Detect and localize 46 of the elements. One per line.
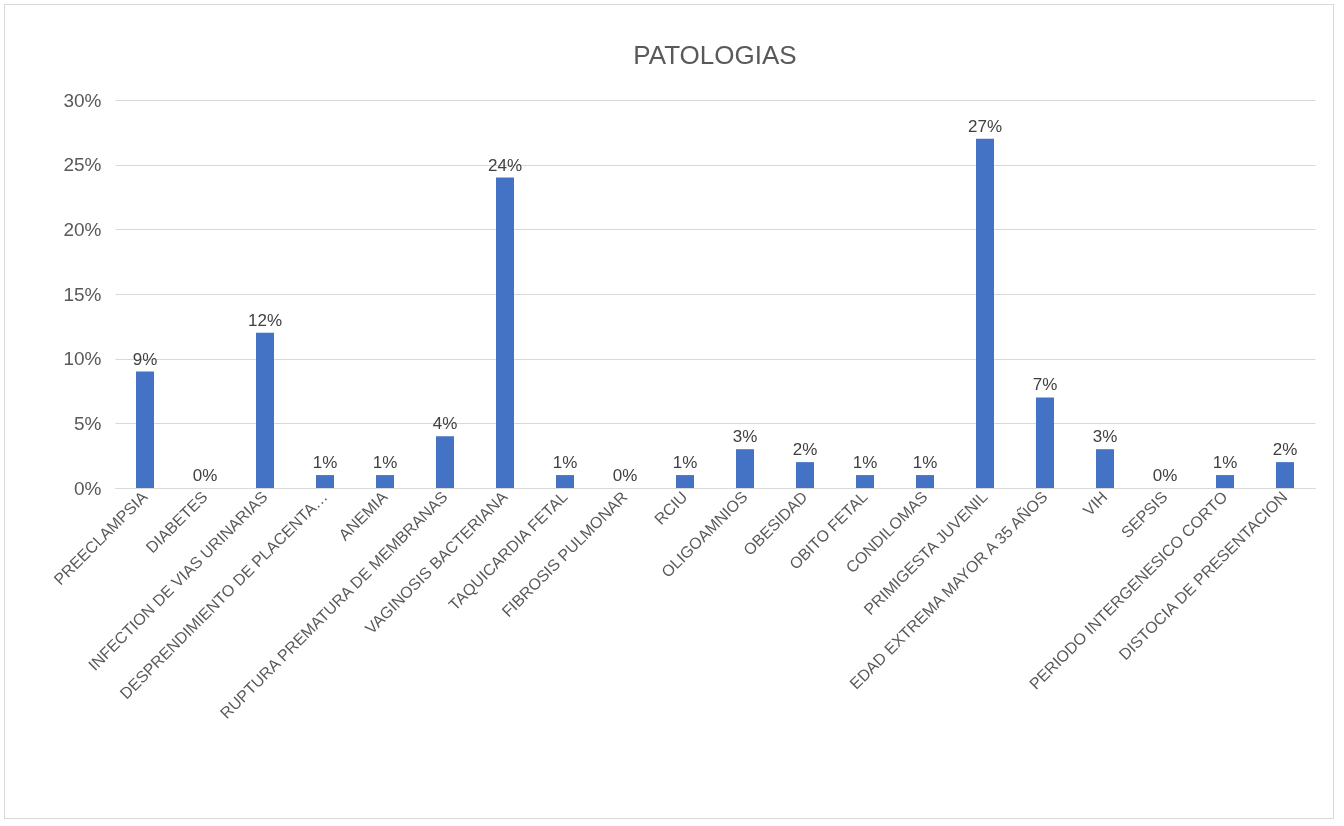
data-label: 9% <box>132 349 158 369</box>
chart-title: PATOLOGIAS <box>633 40 797 70</box>
data-label: 3% <box>732 427 758 447</box>
bar <box>796 462 814 488</box>
y-tick-label: 0% <box>74 477 102 499</box>
bar <box>256 332 274 488</box>
data-label: 1% <box>552 453 578 473</box>
bar <box>436 436 454 488</box>
bar <box>976 138 994 488</box>
data-label: 1% <box>1212 453 1238 473</box>
data-label: 2% <box>792 440 818 460</box>
bar <box>1216 475 1234 488</box>
bar <box>496 177 514 488</box>
data-label: 1% <box>372 453 398 473</box>
data-label: 1% <box>912 453 938 473</box>
data-label: 12% <box>247 310 283 330</box>
data-label: 0% <box>1152 466 1178 485</box>
data-label: 1% <box>312 453 338 473</box>
y-tick-label: 20% <box>63 218 102 240</box>
bar <box>316 475 334 488</box>
bar <box>1036 397 1054 488</box>
bar <box>736 449 754 488</box>
bar <box>856 475 874 488</box>
bar <box>376 475 394 488</box>
data-label: 1% <box>672 453 698 473</box>
data-label: 0% <box>612 466 638 485</box>
data-label: 27% <box>967 116 1003 136</box>
bar <box>916 475 934 488</box>
data-label: 24% <box>487 155 523 175</box>
data-label: 4% <box>432 414 458 434</box>
y-tick-label: 25% <box>63 154 102 176</box>
data-label: 3% <box>1092 427 1118 447</box>
data-label: 7% <box>1032 375 1058 395</box>
y-tick-label: 5% <box>74 412 102 434</box>
bar <box>1096 449 1114 488</box>
bar <box>136 371 154 488</box>
data-label: 2% <box>1272 440 1298 460</box>
y-tick-label: 30% <box>63 89 102 111</box>
data-label: 0% <box>192 466 218 485</box>
data-label: 1% <box>852 453 878 473</box>
y-tick-label: 10% <box>63 348 102 370</box>
x-tick-label: VIH <box>1079 488 1111 520</box>
y-tick-label: 15% <box>63 283 102 305</box>
bar <box>1276 462 1294 488</box>
bar <box>676 475 694 488</box>
bar <box>556 475 574 488</box>
